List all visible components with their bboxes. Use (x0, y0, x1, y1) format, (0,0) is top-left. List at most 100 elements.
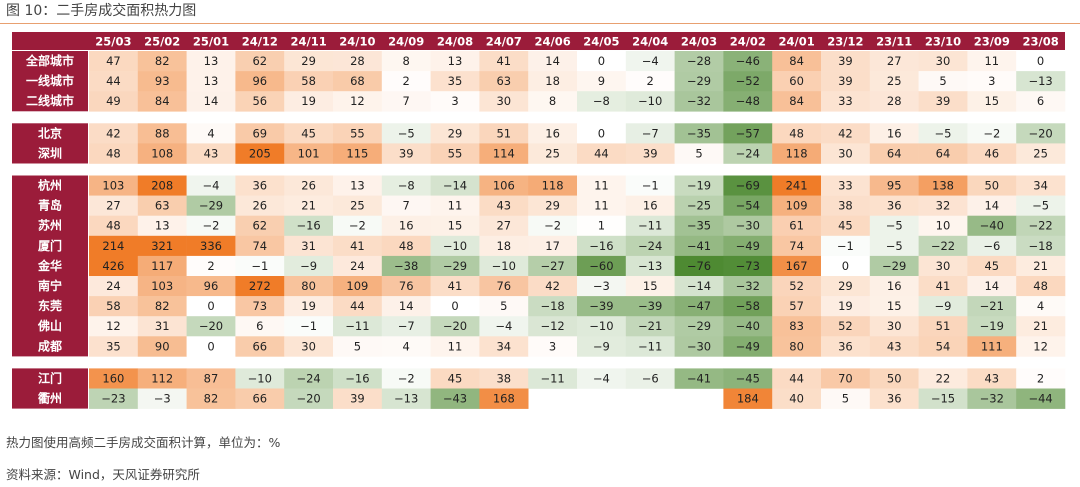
cell-value: 47 (106, 54, 121, 68)
cell-value: −9 (935, 299, 952, 313)
column-header: 24/04 (632, 35, 668, 49)
cell-value: −1 (837, 239, 854, 253)
cell-value: 39 (936, 94, 951, 108)
heatmap-cell (333, 175, 383, 196)
heatmap-cell (528, 296, 578, 317)
cell-value: −13 (394, 392, 418, 406)
heatmap-cell (723, 296, 773, 317)
cell-value: 2 (207, 259, 214, 273)
cell-value: 82 (155, 54, 170, 68)
cell-value: 93 (155, 74, 170, 88)
cell-value: −47 (687, 299, 711, 313)
cell-value: 41 (350, 239, 365, 253)
cell-value: 36 (838, 339, 853, 353)
heatmap-cell (869, 388, 919, 409)
heatmap-cell (1016, 276, 1066, 297)
heatmap-cell (577, 215, 627, 237)
cell-value: 11 (594, 179, 609, 193)
cell-value: 41 (448, 279, 463, 293)
cell-value: 30 (496, 94, 511, 108)
cell-value: −1 (642, 179, 659, 193)
cell-value: 48 (1033, 279, 1048, 293)
cell-value: −76 (687, 259, 711, 273)
cell-value: 39 (838, 54, 853, 68)
heatmap-cell (479, 175, 529, 196)
cell-value: −10 (248, 371, 272, 385)
cell-value: −2 (398, 371, 415, 385)
heatmap-cell (381, 175, 431, 196)
heatmap-cell (821, 316, 871, 337)
heatmap-cell (89, 388, 139, 409)
cell-value: 7 (403, 94, 410, 108)
cell-value: 3 (451, 94, 458, 108)
heatmap-cell (723, 143, 773, 164)
heatmap-cell (89, 235, 139, 257)
heatmap-cell (333, 255, 383, 277)
cell-value: 45 (838, 219, 853, 233)
heatmap-cell (918, 215, 968, 237)
cell-value: 5 (500, 299, 507, 313)
cell-value: −11 (345, 319, 369, 333)
cell-value: −5 (398, 126, 415, 140)
cell-value: 50 (984, 179, 999, 193)
heatmap-cell (625, 255, 675, 277)
cell-value: −2 (349, 219, 366, 233)
heatmap-cell (235, 388, 285, 409)
cell-value: 62 (252, 219, 267, 233)
cell-value: 168 (493, 392, 515, 406)
cell-value: 43 (887, 339, 902, 353)
cell-value: −9 (593, 339, 610, 353)
heatmap-cell (137, 123, 187, 144)
cell-value: −60 (589, 259, 613, 273)
heatmap-cell (284, 255, 334, 277)
cell-value: 25 (887, 74, 902, 88)
cell-value: 101 (298, 146, 320, 160)
cell-value: −46 (736, 54, 760, 68)
heatmap-cell (967, 368, 1017, 389)
cell-value: 3 (549, 339, 556, 353)
cell-value: 38 (838, 199, 853, 213)
title-divider (0, 23, 1080, 24)
row-label: 青岛 (38, 198, 62, 213)
heatmap-cell (235, 336, 285, 357)
cell-value: 30 (936, 54, 951, 68)
heatmap-cell (772, 255, 822, 277)
cell-value: 15 (984, 94, 999, 108)
cell-value: 48 (106, 146, 121, 160)
cell-value: 33 (838, 94, 853, 108)
cell-value: 18 (545, 74, 560, 88)
cell-value: 0 (207, 299, 214, 313)
heatmap-cell (235, 123, 285, 144)
cell-value: 27 (106, 199, 121, 213)
cell-value: 46 (984, 146, 999, 160)
heatmap-cell (479, 235, 529, 257)
cell-value: 9 (598, 74, 605, 88)
heatmap-cell (625, 175, 675, 196)
heatmap-cell (918, 71, 968, 92)
cell-value: 44 (594, 146, 609, 160)
cell-value: 11 (594, 199, 609, 213)
cell-value: 109 (786, 199, 808, 213)
heatmap-cell (1016, 51, 1066, 72)
heatmap-cell (186, 143, 236, 164)
cell-value: −5 (886, 219, 903, 233)
heatmap-cell (772, 195, 822, 216)
heatmap-cell (577, 143, 627, 164)
cell-value: 29 (545, 199, 560, 213)
cell-value: 15 (887, 299, 902, 313)
cell-value: −6 (983, 239, 1000, 253)
heatmap-cell (528, 195, 578, 216)
cell-value: 184 (737, 392, 759, 406)
heatmap-cell (333, 235, 383, 257)
cell-value: 3 (988, 74, 995, 88)
heatmap-cell (430, 143, 480, 164)
heatmap-cell (89, 255, 139, 277)
cell-value: 68 (350, 74, 365, 88)
cell-value: 13 (204, 74, 219, 88)
heatmap-cell (333, 215, 383, 237)
cell-value: 13 (448, 54, 463, 68)
heatmap-cell (723, 175, 773, 196)
heatmap-cell (284, 51, 334, 72)
cell-value: 41 (936, 279, 951, 293)
cell-value: 4 (207, 126, 214, 140)
